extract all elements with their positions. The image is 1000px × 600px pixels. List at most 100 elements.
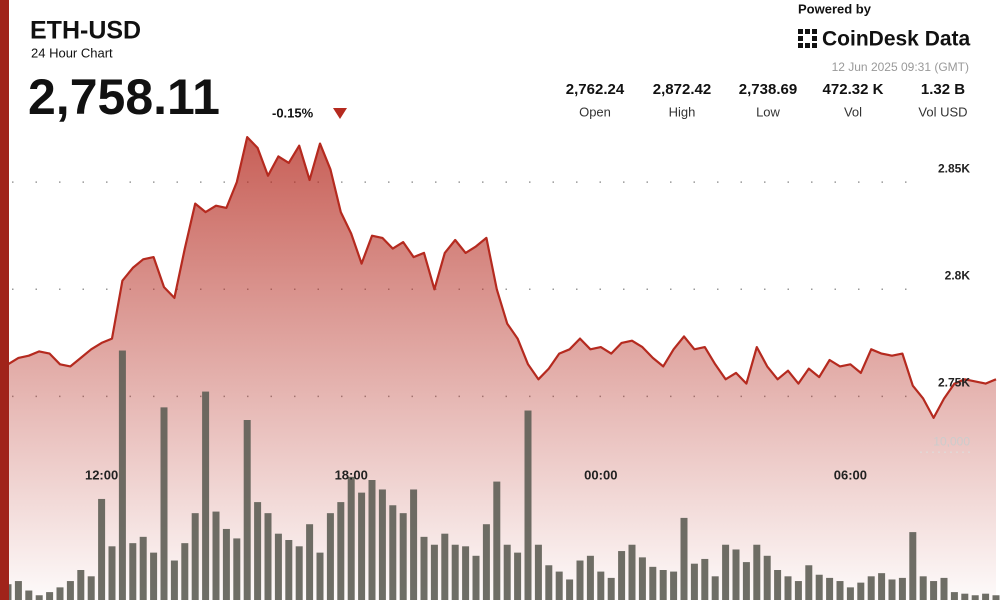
volume-bar — [607, 577, 615, 600]
stat-label: Low — [756, 104, 780, 119]
area — [8, 137, 996, 600]
lines — [7, 136, 997, 419]
volume-bar — [555, 571, 563, 600]
x-tick-label: 00:00 — [584, 467, 617, 482]
volume-bar — [836, 581, 844, 600]
volume-bar — [618, 551, 626, 600]
volume-bar — [774, 570, 782, 600]
price: 2,758.11 — [28, 69, 220, 125]
volume-bar — [56, 587, 64, 600]
stat-value: 472.32 K — [823, 81, 884, 98]
volume-bar — [805, 565, 813, 600]
volume-bar — [14, 581, 22, 600]
volume-bar — [191, 513, 199, 600]
y2-tick-label: 10,000 — [933, 434, 970, 448]
volume-bar — [534, 544, 542, 600]
volume-bar — [441, 533, 449, 600]
y-tick-label: 2.75K — [938, 376, 970, 390]
logo — [798, 29, 817, 48]
stat-value: 2,872.42 — [653, 81, 711, 98]
volume-bar — [638, 557, 646, 600]
volume-bar — [243, 420, 251, 600]
powered-by: Powered by — [798, 1, 872, 16]
volume-bar — [982, 593, 990, 600]
volume-bar — [202, 391, 210, 600]
volume-bar — [732, 549, 740, 600]
volume-bar — [576, 560, 584, 600]
labels: 2.75K 2.8K 2.85K 10,000 12:00 18:00 00:00 06:00 — [85, 161, 972, 482]
volume-bar — [295, 546, 303, 600]
volume-bar — [222, 528, 230, 600]
stat-label: Vol — [844, 104, 862, 119]
volume-bar — [794, 581, 802, 600]
down-arrow — [333, 108, 347, 119]
stat-value: 1.32 B — [921, 81, 965, 98]
volume-bar — [316, 552, 324, 600]
volume-bar — [368, 480, 376, 600]
stat-value: 2,738.69 — [739, 81, 797, 98]
volume-bar — [815, 574, 823, 600]
volume-bar — [888, 579, 896, 600]
volume-bar — [378, 489, 386, 600]
volume-bar — [420, 536, 428, 600]
subtitle: 24 Hour Chart — [31, 45, 113, 60]
volume-bar — [139, 536, 147, 600]
volume-bar — [472, 555, 480, 600]
volume-bar — [410, 489, 418, 600]
volume-bar — [545, 565, 553, 600]
areas — [8, 137, 996, 600]
timestamp: 12 Jun 2025 09:31 (GMT) — [832, 60, 969, 74]
volume-bar — [212, 511, 220, 600]
volume-bar — [846, 587, 854, 600]
stats: 2,762.24 Open 2,872.42 High 2,738.69 Low 472.3… — [566, 81, 968, 119]
volume-bar — [358, 492, 366, 600]
volume-bar — [524, 410, 532, 600]
volume-bar — [98, 498, 106, 600]
volume-bar — [649, 566, 657, 600]
stat-label: High — [669, 104, 696, 119]
x-tick-label: 18:00 — [335, 467, 368, 482]
volume-bar — [930, 581, 938, 600]
volume-bar — [160, 407, 168, 600]
volume-bar — [940, 577, 948, 600]
volume-bar — [306, 524, 314, 600]
change: -0.15% — [272, 105, 314, 120]
volume-bar — [462, 546, 470, 600]
volume-bar — [118, 350, 126, 600]
stat-label: Vol USD — [918, 104, 967, 119]
volume-bar — [337, 502, 345, 600]
volume-bar — [170, 560, 178, 600]
volume-bar — [659, 570, 667, 600]
volume-bar — [680, 517, 688, 600]
stat-label: Open — [579, 104, 611, 119]
volume-bar — [826, 577, 834, 600]
volume-bar — [961, 593, 969, 600]
volume-bar — [150, 552, 158, 600]
x-tick-label: 12:00 — [85, 467, 118, 482]
volume-bar — [753, 544, 761, 600]
volume-bar — [597, 571, 605, 600]
volume-bar — [430, 544, 438, 600]
volume-bar — [878, 573, 886, 600]
volume-bar — [233, 538, 241, 600]
symbol: ETH-USD — [30, 17, 141, 45]
volume-bar — [274, 533, 282, 600]
side-bar — [0, 0, 9, 600]
y-tick-label: 2.8K — [945, 268, 971, 282]
volume-bar — [690, 563, 698, 600]
x-tick-label: 06:00 — [834, 467, 867, 482]
plot: 2.75K 2.8K 2.85K 10,000 12:00 18:00 00:00 06:00 — [4, 136, 1000, 600]
volume-bar — [389, 505, 397, 600]
volume-bar — [25, 590, 33, 600]
volume-bar — [181, 543, 189, 600]
volume-bar — [898, 577, 906, 600]
volume-bar — [347, 476, 355, 600]
volume-bar — [503, 544, 511, 600]
brand: CoinDesk Data — [822, 28, 971, 51]
volume-bar — [285, 540, 293, 600]
volume-bar — [326, 513, 334, 600]
volume-bar — [867, 576, 875, 600]
volume-bar — [129, 543, 137, 600]
volume-bar — [77, 570, 85, 600]
